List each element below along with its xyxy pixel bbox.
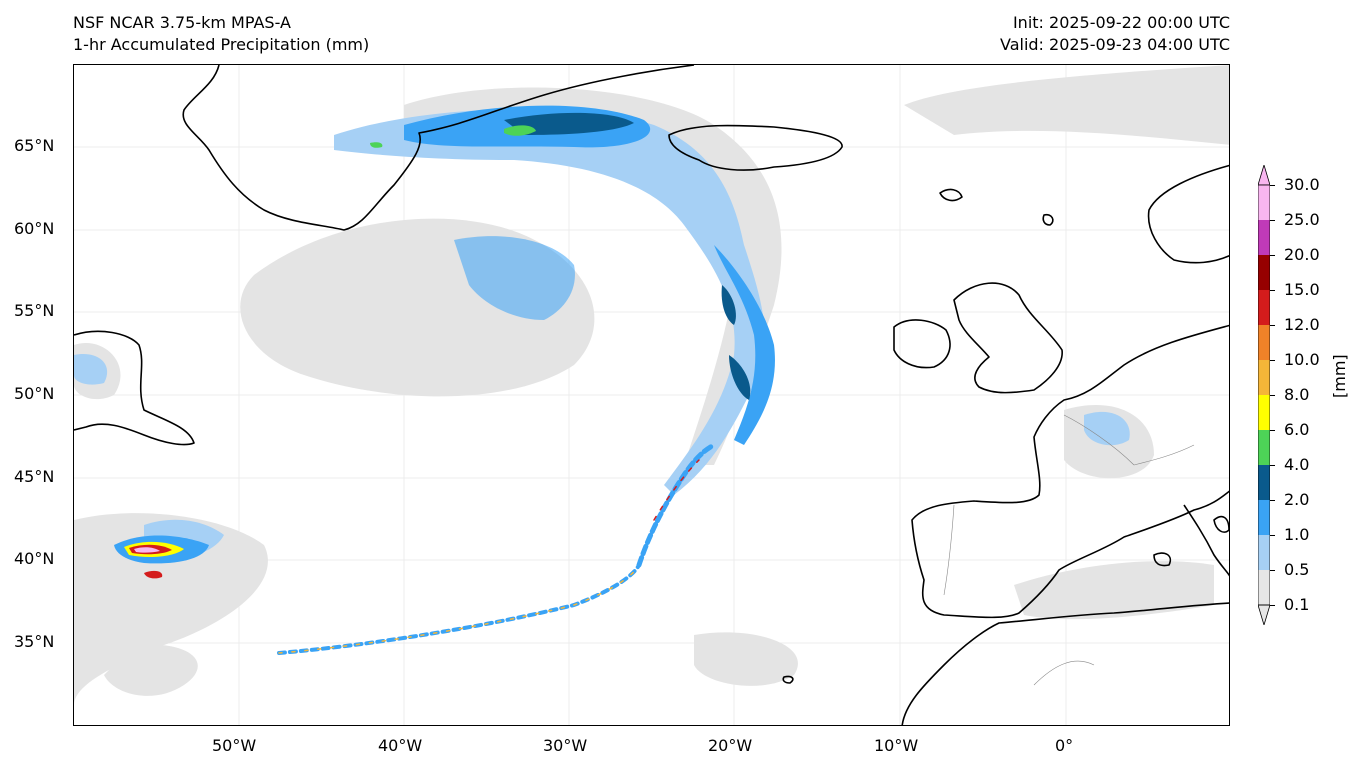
colorbar-tick-label: 25.0 <box>1284 210 1320 229</box>
field-title: 1-hr Accumulated Precipitation (mm) <box>73 35 370 54</box>
lon-label-10w: 10°W <box>874 736 919 755</box>
colorbar-tick-label: 30.0 <box>1284 175 1320 194</box>
colorbar-band <box>1258 430 1270 465</box>
precip-lightblue <box>74 108 1130 559</box>
newfoundland-outline <box>74 330 195 446</box>
colorbar-tick-label: 12.0 <box>1284 315 1320 334</box>
colorbar-band <box>1258 185 1270 220</box>
italy-outline <box>1183 504 1229 577</box>
model-title: NSF NCAR 3.75-km MPAS-A <box>73 13 291 32</box>
lon-label-40w: 40°W <box>378 736 423 755</box>
lat-label-65n: 65°N <box>14 136 55 155</box>
lat-label-60n: 60°N <box>14 219 55 238</box>
title-block: NSF NCAR 3.75-km MPAS-A 1-hr Accumulated… <box>73 12 369 56</box>
colorbar-tick-mark <box>1270 500 1275 501</box>
colorbar-tick-mark <box>1270 255 1275 256</box>
colorbar-tick-label: 2.0 <box>1284 490 1310 509</box>
iceland-outline <box>668 124 843 171</box>
colorbar-tick-label: 1.0 <box>1284 525 1310 544</box>
colorbar-band <box>1258 570 1270 605</box>
colorbar-extend-top <box>1258 165 1270 186</box>
colorbar-tick-label: 20.0 <box>1284 245 1320 264</box>
britain-outline <box>953 282 1063 394</box>
colorbar-tick-mark <box>1270 465 1275 466</box>
precip-green <box>370 125 536 148</box>
lat-label-55n: 55°N <box>14 301 55 320</box>
time-block: Init: 2025-09-22 00:00 UTC Valid: 2025-0… <box>1000 12 1230 56</box>
colorbar-band <box>1258 360 1270 395</box>
lon-label-0: 0° <box>1055 736 1074 755</box>
colorbar-tick-label: 0.5 <box>1284 560 1310 579</box>
valid-time: Valid: 2025-09-23 04:00 UTC <box>999 35 1230 54</box>
lon-label-20w: 20°W <box>708 736 753 755</box>
colorbar-tick-label: 6.0 <box>1284 420 1310 439</box>
colorbar-tick-mark <box>1270 605 1275 606</box>
colorbar-band <box>1258 220 1270 255</box>
colorbar-tick-mark <box>1270 360 1275 361</box>
ireland-outline <box>893 319 951 369</box>
precip-darkblue <box>504 112 751 400</box>
colorbar-tick-mark <box>1270 535 1275 536</box>
precipitation-map <box>73 64 1230 726</box>
borders <box>943 414 1195 686</box>
colorbar-tick-mark <box>1270 395 1275 396</box>
colorbar-tick-mark <box>1270 290 1275 291</box>
lat-label-45n: 45°N <box>14 467 55 486</box>
lon-label-50w: 50°W <box>212 736 257 755</box>
colorbar-tick-mark <box>1270 185 1275 186</box>
colorbar-extend-bottom <box>1258 604 1270 625</box>
colorbar-tick-label: 4.0 <box>1284 455 1310 474</box>
colorbar-frame <box>1258 184 1270 606</box>
lon-label-30w: 30°W <box>543 736 588 755</box>
colorbar-tick-mark <box>1270 325 1275 326</box>
colorbar-band <box>1258 465 1270 500</box>
colorbar-band <box>1258 325 1270 360</box>
colorbar-tick-label: 15.0 <box>1284 280 1320 299</box>
colorbar-band <box>1258 500 1270 535</box>
lat-label-50n: 50°N <box>14 384 55 403</box>
lat-label-35n: 35°N <box>14 632 55 651</box>
colorbar-band <box>1258 290 1270 325</box>
colorbar-unit: [mm] <box>1330 354 1349 398</box>
map-canvas <box>74 65 1229 725</box>
colorbar-tick-label: 0.1 <box>1284 595 1310 614</box>
colorbar-tick-mark <box>1270 220 1275 221</box>
colorbar-band <box>1258 535 1270 570</box>
colorbar-band <box>1258 395 1270 430</box>
norway-outline <box>1147 164 1229 264</box>
colorbar-tick-label: 8.0 <box>1284 385 1310 404</box>
colorbar-band <box>1258 255 1270 290</box>
colorbar-tick-mark <box>1270 570 1275 571</box>
frontal-band <box>277 442 717 655</box>
convective-cluster <box>114 535 209 579</box>
europe-outline <box>911 324 1229 619</box>
colorbar <box>1258 165 1270 625</box>
coastlines <box>74 65 1229 725</box>
lat-label-40n: 40°N <box>14 549 55 568</box>
africa-outline <box>901 602 1229 725</box>
greenland-outline <box>182 65 695 231</box>
init-time: Init: 2025-09-22 00:00 UTC <box>1012 13 1230 32</box>
colorbar-tick-mark <box>1270 430 1275 431</box>
colorbar-tick-label: 10.0 <box>1284 350 1320 369</box>
